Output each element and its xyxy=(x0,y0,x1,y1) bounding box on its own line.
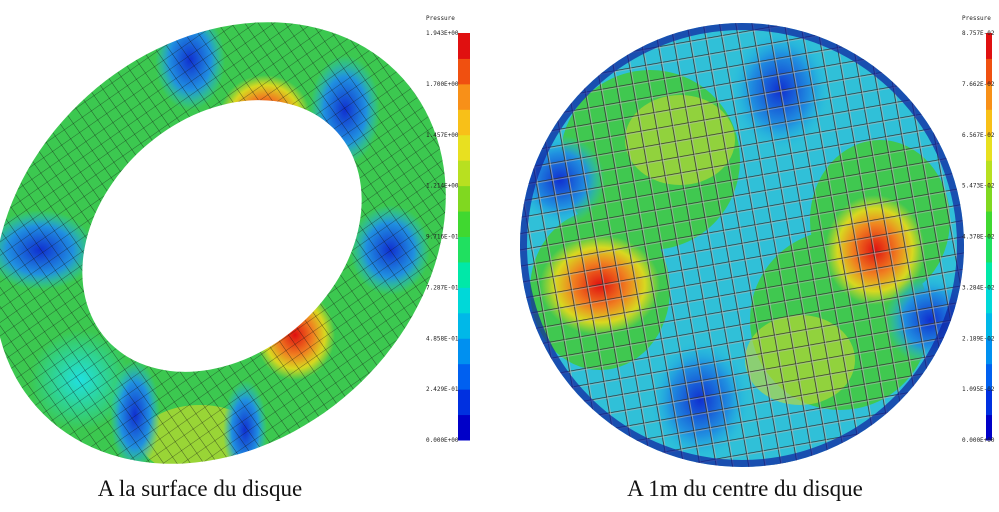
legend-label: 9.716E-01 xyxy=(426,234,459,241)
colorbar-band xyxy=(986,211,992,237)
colorbar-band xyxy=(986,389,992,416)
colorbar-band xyxy=(986,109,992,136)
legend-label: 1.095E-02 xyxy=(962,386,995,393)
colorbar-band xyxy=(458,389,470,416)
colorbar-band xyxy=(986,83,992,110)
colorbar-band xyxy=(458,185,470,212)
colorbar-band xyxy=(458,363,470,390)
colorbar-band xyxy=(458,58,470,85)
colorbar-band xyxy=(986,185,992,212)
colorbar-band xyxy=(986,236,992,263)
colorbar-band xyxy=(986,134,992,161)
colorbar-band xyxy=(986,33,992,59)
colorbar-band xyxy=(458,160,470,187)
colorbar-band xyxy=(458,211,470,237)
legend-title: Pressure xyxy=(426,15,455,22)
colorbar-band xyxy=(986,287,992,314)
colorbar-band xyxy=(458,414,470,441)
colorbar-band xyxy=(458,287,470,314)
legend-label: 0.000E+00 xyxy=(426,437,459,444)
legend-label: 2.429E-01 xyxy=(426,386,459,393)
legend-label: 7.662E-02 xyxy=(962,81,995,88)
colorbar-band xyxy=(986,261,992,288)
ring-plot xyxy=(0,0,460,480)
colorbar-band xyxy=(458,33,470,59)
legend-label: 6.567E-02 xyxy=(962,132,995,139)
legend-label: 1.943E+00 xyxy=(426,30,459,37)
colorbar-band xyxy=(986,58,992,85)
colorbar-band xyxy=(458,134,470,161)
legend-label: 8.757E-02 xyxy=(962,30,995,37)
colorbar-band xyxy=(458,109,470,136)
colorbar-band xyxy=(458,236,470,263)
colorbar-band xyxy=(986,312,992,339)
colorbar-band xyxy=(986,363,992,390)
colorbar-band xyxy=(986,160,992,187)
colorbar-band xyxy=(458,83,470,110)
colorbar-band xyxy=(986,414,992,441)
legend-label: 7.287E-01 xyxy=(426,284,459,291)
colorbar-band xyxy=(458,312,470,339)
caption: A 1m du centre du disque xyxy=(627,476,863,501)
legend-label: 4.378E-02 xyxy=(962,234,995,241)
legend-label: 2.189E-02 xyxy=(962,335,995,342)
legend-label: 5.473E-02 xyxy=(962,183,995,190)
legend-title: Pressure xyxy=(962,15,991,22)
colorbar-band xyxy=(986,338,992,365)
legend-label: 0.000E+00 xyxy=(962,437,995,444)
legend-label: 1.700E+00 xyxy=(426,81,459,88)
colorbar-band xyxy=(458,338,470,365)
disc-plot xyxy=(520,23,964,467)
legend-label: 4.858E-01 xyxy=(426,335,459,342)
legend-label: 3.284E-02 xyxy=(962,284,995,291)
caption: A la surface du disque xyxy=(98,476,302,501)
legend-label: 1.214E+00 xyxy=(426,183,459,190)
colorbar-band xyxy=(458,261,470,288)
legend-label: 1.457E+00 xyxy=(426,132,459,139)
